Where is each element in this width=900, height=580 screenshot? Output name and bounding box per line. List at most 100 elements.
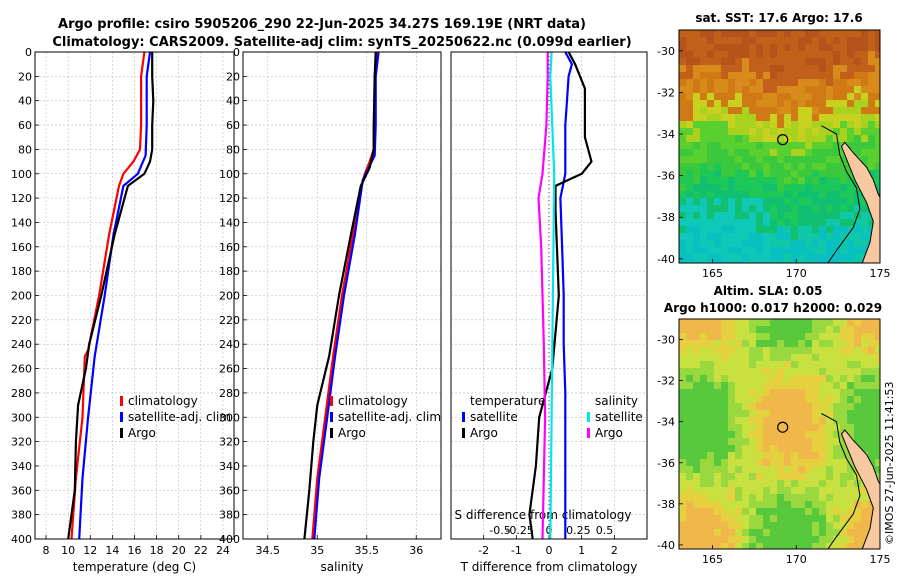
- map-pixel: [777, 254, 785, 262]
- map-pixel: [686, 121, 694, 129]
- map-pixel: [798, 51, 806, 59]
- map-pixel: [735, 445, 743, 453]
- map-pixel: [721, 135, 729, 143]
- map-x-tick-label: 165: [702, 553, 723, 566]
- map-pixel: [763, 368, 771, 376]
- map-pixel: [679, 114, 687, 122]
- map-pixel: [833, 529, 841, 537]
- map-pixel: [693, 410, 701, 418]
- map-pixel: [868, 58, 876, 66]
- x-tick-label: 35: [310, 544, 324, 557]
- map-pixel: [721, 219, 729, 227]
- map-pixel: [707, 149, 715, 157]
- map-pixel: [756, 431, 764, 439]
- map-pixel: [721, 212, 729, 220]
- map-pixel: [847, 58, 855, 66]
- map-pixel: [784, 44, 792, 52]
- map-pixel: [875, 417, 880, 425]
- map-pixel: [826, 37, 834, 45]
- map-pixel: [798, 494, 806, 502]
- map-pixel: [875, 340, 880, 348]
- map-pixel: [770, 487, 778, 495]
- map-pixel: [868, 445, 876, 453]
- map-pixel: [812, 382, 820, 390]
- map-pixel: [735, 163, 743, 171]
- map-pixel: [812, 247, 820, 255]
- map-pixel: [763, 515, 771, 523]
- map-pixel: [763, 389, 771, 397]
- map-pixel: [791, 177, 799, 185]
- map-pixel: [840, 170, 848, 178]
- map-pixel: [854, 198, 862, 206]
- map-y-tick-label: -30: [657, 334, 675, 347]
- map-pixel: [756, 375, 764, 383]
- map-pixel: [791, 382, 799, 390]
- map-pixel: [756, 233, 764, 241]
- map-pixel: [847, 473, 855, 481]
- map-pixel: [826, 198, 834, 206]
- map-pixel: [700, 191, 708, 199]
- map-pixel: [819, 72, 827, 80]
- y-tick-label: 120: [219, 192, 240, 205]
- map-pixel: [728, 543, 736, 549]
- map-pixel: [763, 37, 771, 45]
- map-pixel: [679, 340, 687, 348]
- map-pixel: [693, 522, 701, 530]
- map-pixel: [840, 247, 848, 255]
- map-pixel: [847, 198, 855, 206]
- map-pixel: [770, 501, 778, 509]
- map-pixel: [714, 163, 722, 171]
- map-pixel: [742, 184, 750, 192]
- map-pixel: [679, 354, 687, 362]
- map-pixel: [798, 354, 806, 362]
- map-pixel: [840, 205, 848, 213]
- map-pixel: [833, 501, 841, 509]
- map-pixel: [714, 240, 722, 248]
- map-pixel: [812, 389, 820, 397]
- map-pixel: [812, 368, 820, 376]
- map-pixel: [791, 100, 799, 108]
- map-pixel: [721, 191, 729, 199]
- map-pixel: [805, 107, 813, 115]
- map-y-tick-label: -36: [657, 170, 675, 183]
- map-pixel: [812, 529, 820, 537]
- map-pixel: [679, 508, 687, 516]
- map-pixel: [714, 128, 722, 136]
- map-pixel: [854, 86, 862, 94]
- map-pixel: [742, 368, 750, 376]
- map-pixel: [812, 543, 820, 549]
- map-pixel: [847, 389, 855, 397]
- map-pixel: [826, 410, 834, 418]
- map-pixel: [777, 65, 785, 73]
- map-pixel: [707, 543, 715, 549]
- map-pixel: [847, 396, 855, 404]
- map-pixel: [875, 58, 880, 66]
- map-pixel: [707, 487, 715, 495]
- map-pixel: [777, 368, 785, 376]
- map-pixel: [791, 473, 799, 481]
- map-pixel: [707, 170, 715, 178]
- map-pixel: [854, 65, 862, 73]
- map-pixel: [714, 389, 722, 397]
- map-pixel: [805, 121, 813, 129]
- y-tick-label: 320: [219, 436, 240, 449]
- map-pixel: [861, 445, 869, 453]
- map-pixel: [714, 508, 722, 516]
- map-pixel: [749, 375, 757, 383]
- map-pixel: [728, 375, 736, 383]
- map-pixel: [749, 142, 757, 150]
- map-pixel: [686, 261, 694, 263]
- map-pixel: [861, 226, 869, 234]
- map-pixel: [707, 333, 715, 341]
- sst-map-panel: sat. SST: 17.6 Argo: 17.6-30-32-34-36-38…: [657, 11, 890, 280]
- map-pixel: [875, 163, 880, 171]
- map-pixel: [749, 205, 757, 213]
- map-pixel: [833, 403, 841, 411]
- map-pixel: [686, 347, 694, 355]
- map-pixel: [868, 508, 876, 516]
- map-pixel: [770, 361, 778, 369]
- map-pixel: [749, 177, 757, 185]
- map-pixel: [735, 459, 743, 467]
- map-pixel: [679, 100, 687, 108]
- x-tick-label: 22: [194, 544, 208, 557]
